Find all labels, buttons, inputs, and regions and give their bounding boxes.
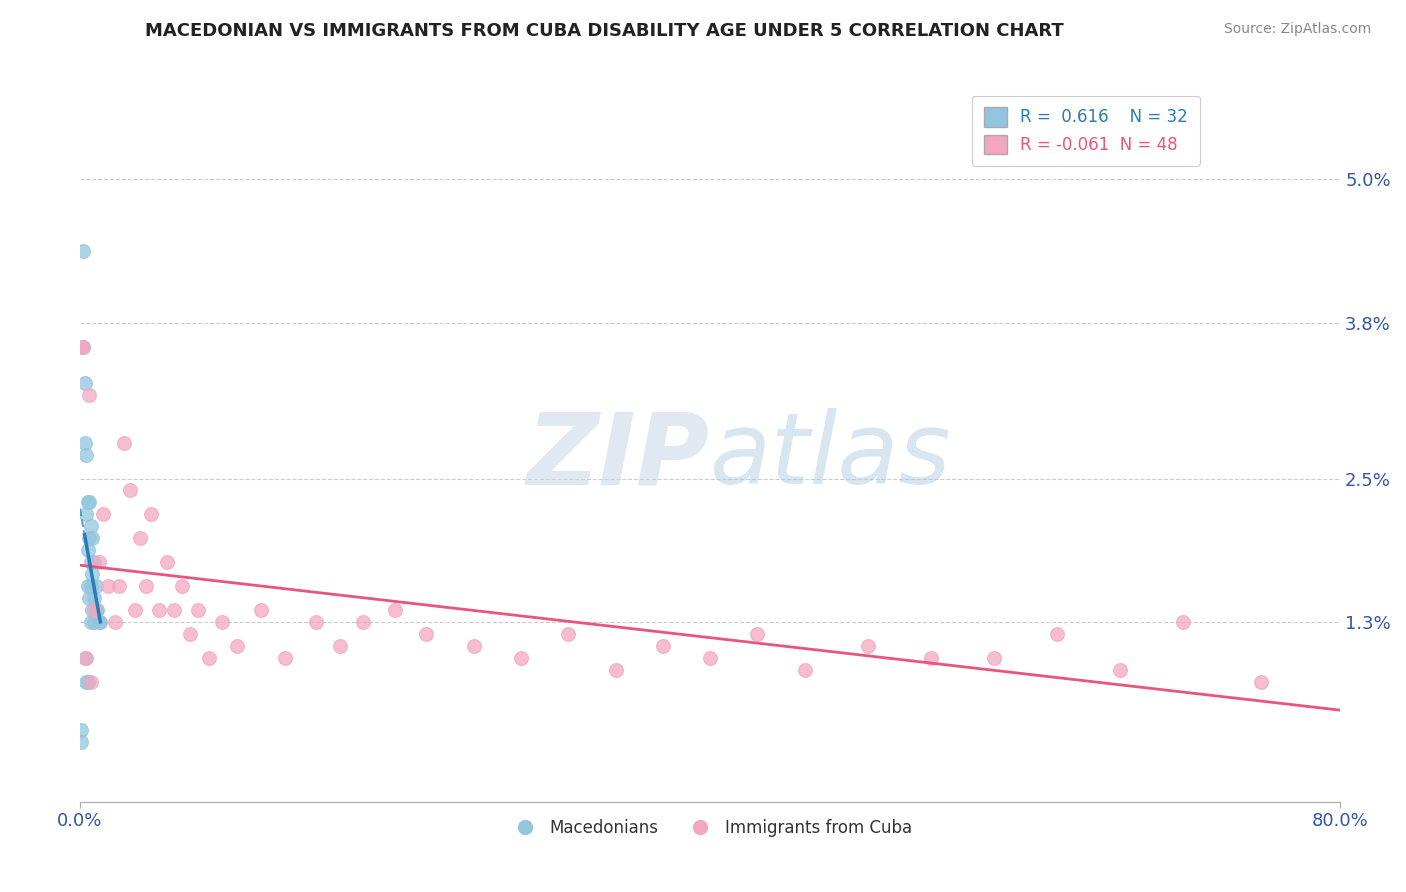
- Point: [187, 603, 209, 617]
- Point: [1250, 674, 1272, 689]
- Point: [70, 723, 93, 737]
- Point: [79, 591, 101, 606]
- Point: [120, 483, 142, 498]
- Point: [83, 591, 105, 606]
- Point: [510, 651, 533, 665]
- Point: [135, 579, 157, 593]
- Point: [75, 448, 97, 462]
- Point: [93, 508, 115, 522]
- Point: [75, 674, 97, 689]
- Point: [605, 663, 627, 677]
- Point: [179, 627, 201, 641]
- Point: [226, 639, 249, 653]
- Point: [84, 579, 107, 593]
- Point: [305, 615, 328, 629]
- Point: [80, 674, 103, 689]
- Point: [139, 508, 162, 522]
- Point: [415, 627, 437, 641]
- Point: [80, 615, 103, 629]
- Point: [73, 376, 96, 390]
- Point: [79, 388, 101, 402]
- Point: [82, 567, 104, 582]
- Point: [80, 519, 103, 533]
- Text: ZIP: ZIP: [527, 409, 710, 506]
- Point: [82, 603, 104, 617]
- Text: MACEDONIAN VS IMMIGRANTS FROM CUBA DISABILITY AGE UNDER 5 CORRELATION CHART: MACEDONIAN VS IMMIGRANTS FROM CUBA DISAB…: [145, 22, 1064, 40]
- Point: [70, 340, 93, 354]
- Point: [463, 639, 485, 653]
- Point: [651, 639, 673, 653]
- Point: [75, 508, 97, 522]
- Point: [72, 340, 94, 354]
- Point: [1108, 663, 1130, 677]
- Point: [83, 555, 105, 569]
- Point: [83, 615, 105, 629]
- Point: [76, 579, 98, 593]
- Point: [384, 603, 406, 617]
- Point: [353, 615, 375, 629]
- Point: [747, 627, 769, 641]
- Point: [79, 532, 101, 546]
- Point: [329, 639, 352, 653]
- Point: [856, 639, 879, 653]
- Point: [70, 735, 93, 749]
- Point: [273, 651, 295, 665]
- Point: [72, 340, 94, 354]
- Point: [80, 579, 103, 593]
- Point: [128, 532, 150, 546]
- Point: [108, 579, 131, 593]
- Point: [250, 603, 273, 617]
- Point: [557, 627, 579, 641]
- Point: [79, 495, 101, 509]
- Point: [84, 603, 107, 617]
- Point: [86, 603, 108, 617]
- Point: [155, 555, 177, 569]
- Point: [211, 615, 233, 629]
- Point: [124, 603, 146, 617]
- Legend: Macedonians, Immigrants from Cuba: Macedonians, Immigrants from Cuba: [501, 812, 920, 844]
- Point: [793, 663, 815, 677]
- Point: [699, 651, 721, 665]
- Point: [87, 615, 110, 629]
- Point: [80, 555, 103, 569]
- Point: [73, 435, 96, 450]
- Point: [87, 555, 110, 569]
- Point: [198, 651, 221, 665]
- Point: [148, 603, 170, 617]
- Point: [103, 615, 125, 629]
- Text: atlas: atlas: [710, 409, 952, 506]
- Point: [72, 244, 94, 259]
- Point: [73, 651, 96, 665]
- Point: [112, 435, 135, 450]
- Point: [1046, 627, 1069, 641]
- Point: [82, 532, 104, 546]
- Point: [83, 603, 105, 617]
- Point: [97, 579, 120, 593]
- Point: [76, 495, 98, 509]
- Point: [172, 579, 194, 593]
- Point: [1171, 615, 1194, 629]
- Point: [920, 651, 942, 665]
- Point: [76, 674, 98, 689]
- Point: [983, 651, 1005, 665]
- Text: Source: ZipAtlas.com: Source: ZipAtlas.com: [1223, 22, 1371, 37]
- Point: [89, 615, 111, 629]
- Point: [75, 651, 97, 665]
- Point: [76, 543, 98, 558]
- Point: [163, 603, 186, 617]
